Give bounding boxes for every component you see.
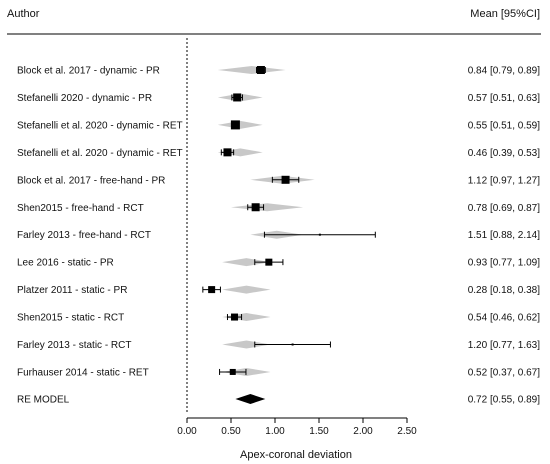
ci-text: 0.54 [0.46, 0.62] [468, 313, 541, 324]
point-estimate [281, 175, 290, 184]
prediction-diamond [222, 258, 271, 267]
ci-text: 0.78 [0.69, 0.87] [468, 203, 541, 214]
point-estimate [223, 148, 232, 157]
point-estimate [265, 258, 273, 266]
study-label: Stefanelli et al. 2020 - dynamic - RET [17, 120, 183, 131]
x-axis-label: Apex-coronal deviation [240, 449, 352, 461]
study-row: Stefanelli 2020 - dynamic - PR 0.57 [0.51… [17, 93, 540, 104]
point-estimate [318, 233, 321, 236]
ci-text: 0.93 [0.77, 1.09] [468, 258, 541, 269]
x-tick-label: 1.50 [309, 426, 329, 437]
study-row: Stefanelli et al. 2020 - dynamic - RET 0.… [17, 120, 540, 131]
x-tick-label: 0.00 [177, 426, 197, 437]
study-label: Lee 2016 - static - PR [17, 258, 114, 269]
summary-diamond [235, 394, 266, 404]
prediction-diamond [222, 285, 271, 294]
ci-text: 0.46 [0.39, 0.53] [468, 148, 541, 159]
summary-label: RE MODEL [17, 395, 70, 406]
study-label: Platzer 2011 - static - PR [17, 285, 127, 296]
point-estimate [256, 66, 265, 74]
study-row: Furhauser 2014 - static - RET 0.52 [0.37,… [17, 367, 540, 378]
study-label: Block et al. 2017 - free-hand - PR [17, 175, 165, 186]
ci-text: 0.55 [0.51, 0.59] [468, 120, 541, 131]
point-estimate [230, 120, 240, 130]
study-label: Farley 2013 - free-hand - RCT [17, 230, 151, 241]
study-label: Farley 2013 - static - RCT [17, 340, 131, 351]
x-tick-label: 2.00 [353, 426, 373, 437]
x-tick-label: 0.50 [221, 426, 241, 437]
study-row: Shen2015 - free-hand - RCT 0.78 [0.69, 0.… [17, 203, 540, 214]
x-axis: 0.00 0.50 1.00 1.50 2.00 2.50 [177, 417, 417, 437]
study-label: Furhauser 2014 - static - RET [17, 367, 149, 378]
summary-ci-text: 0.72 [0.55, 0.89] [468, 395, 541, 406]
study-row: Block et al. 2017 - free-hand - PR 1.12 [… [17, 175, 540, 186]
x-tick-label: 1.00 [265, 426, 285, 437]
prediction-diamond [231, 203, 304, 212]
study-row: Block et al. 2017 - dynamic - PR 0.84 [0.… [17, 66, 540, 77]
x-tick-label: 2.50 [397, 426, 417, 437]
study-row: Farley 2013 - static - RCT 1.20 [0.77, 1.… [17, 340, 540, 351]
study-label: Shen2015 - static - RCT [17, 313, 124, 324]
point-estimate [233, 93, 242, 102]
study-row: Stefanelli et al. 2020 - dynamic - RET 0.… [17, 148, 540, 159]
ci-text: 0.57 [0.51, 0.63] [468, 93, 541, 104]
point-estimate [231, 313, 239, 321]
ci-column-header: Mean [95%CI] [470, 8, 540, 20]
study-row: Farley 2013 - free-hand - RCT 1.51 [0.88,… [17, 230, 540, 241]
point-estimate [291, 343, 294, 346]
study-row: Platzer 2011 - static - PR 0.28 [0.18, 0.… [17, 285, 540, 296]
prediction-diamond [217, 120, 263, 129]
ci-text: 0.28 [0.18, 0.38] [468, 285, 541, 296]
ci-text: 0.52 [0.37, 0.67] [468, 367, 541, 378]
prediction-diamond [217, 66, 286, 74]
summary-row: RE MODEL 0.72 [0.55, 0.89] [17, 394, 540, 406]
study-label: Stefanelli et al. 2020 - dynamic - RET [17, 148, 183, 159]
ci-text: 1.12 [0.97, 1.27] [468, 175, 541, 186]
study-row: Shen2015 - static - RCT 0.54 [0.46, 0.62] [17, 313, 540, 324]
ci-text: 0.84 [0.79, 0.89] [468, 66, 541, 77]
ci-text: 1.51 [0.88, 2.14] [468, 230, 541, 241]
study-rows: Block et al. 2017 - dynamic - PR 0.84 [0.… [17, 66, 540, 406]
study-label: Stefanelli 2020 - dynamic - PR [17, 93, 152, 104]
study-label: Shen2015 - free-hand - RCT [17, 203, 144, 214]
point-estimate [229, 368, 236, 375]
author-column-header: Author [7, 8, 40, 20]
point-estimate [208, 286, 216, 294]
study-label: Block et al. 2017 - dynamic - PR [17, 66, 160, 77]
ci-text: 1.20 [0.77, 1.63] [468, 340, 541, 351]
point-estimate [251, 203, 260, 212]
prediction-diamond [222, 340, 271, 349]
study-row: Lee 2016 - static - PR 0.93 [0.77, 1.09] [17, 258, 540, 269]
